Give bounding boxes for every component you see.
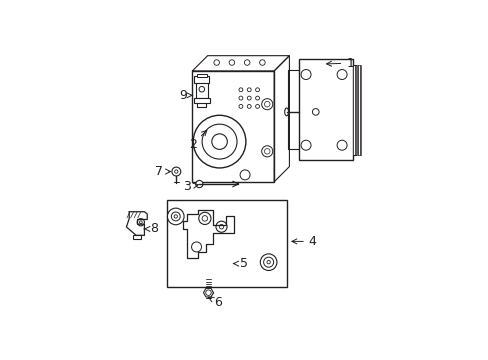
Circle shape	[191, 242, 201, 252]
Circle shape	[264, 102, 269, 107]
Text: 8: 8	[144, 222, 158, 235]
Circle shape	[229, 60, 234, 65]
Circle shape	[167, 208, 183, 225]
Bar	[352, 65, 354, 155]
Bar	[354, 65, 355, 155]
Circle shape	[244, 60, 249, 65]
Circle shape	[259, 60, 264, 65]
Bar	[357, 65, 359, 155]
Circle shape	[239, 104, 243, 108]
Text: 7: 7	[155, 165, 170, 178]
Circle shape	[264, 149, 269, 154]
Text: 4: 4	[291, 235, 316, 248]
Text: 2: 2	[188, 130, 206, 151]
Circle shape	[172, 167, 181, 176]
Circle shape	[137, 219, 144, 226]
Circle shape	[266, 261, 270, 264]
Bar	[196, 81, 207, 98]
Circle shape	[198, 212, 210, 225]
Circle shape	[240, 170, 249, 180]
Circle shape	[171, 212, 180, 221]
Circle shape	[193, 115, 245, 168]
Circle shape	[202, 216, 207, 221]
Circle shape	[174, 170, 178, 173]
Circle shape	[202, 124, 237, 159]
Circle shape	[261, 146, 272, 157]
Bar	[193, 98, 209, 103]
Text: 3: 3	[183, 180, 198, 193]
Circle shape	[255, 96, 259, 100]
Circle shape	[219, 225, 224, 229]
Circle shape	[312, 109, 319, 115]
Circle shape	[255, 104, 259, 108]
Circle shape	[247, 104, 251, 108]
Bar	[359, 65, 361, 155]
Circle shape	[263, 257, 273, 267]
Bar	[192, 71, 274, 182]
Circle shape	[260, 254, 276, 270]
Text: 1: 1	[326, 57, 353, 69]
Text: 5: 5	[233, 257, 247, 270]
Bar	[196, 74, 207, 77]
Circle shape	[336, 69, 346, 80]
Text: 6: 6	[208, 296, 222, 309]
Circle shape	[247, 96, 251, 100]
Circle shape	[239, 96, 243, 100]
Circle shape	[211, 134, 227, 149]
Circle shape	[205, 290, 211, 296]
Circle shape	[255, 88, 259, 92]
Circle shape	[301, 69, 310, 80]
Circle shape	[139, 221, 142, 224]
Circle shape	[301, 140, 310, 150]
Circle shape	[247, 88, 251, 92]
Bar	[194, 76, 209, 82]
Circle shape	[261, 99, 272, 110]
Ellipse shape	[284, 108, 288, 116]
Circle shape	[195, 180, 203, 188]
Circle shape	[336, 140, 346, 150]
Circle shape	[199, 86, 204, 92]
Circle shape	[174, 215, 177, 218]
Circle shape	[213, 60, 219, 65]
Bar	[166, 200, 287, 287]
Bar	[132, 235, 141, 239]
Bar	[299, 59, 352, 161]
Circle shape	[216, 221, 226, 232]
Bar	[356, 65, 357, 155]
Circle shape	[239, 88, 243, 92]
Text: 9: 9	[179, 89, 192, 102]
